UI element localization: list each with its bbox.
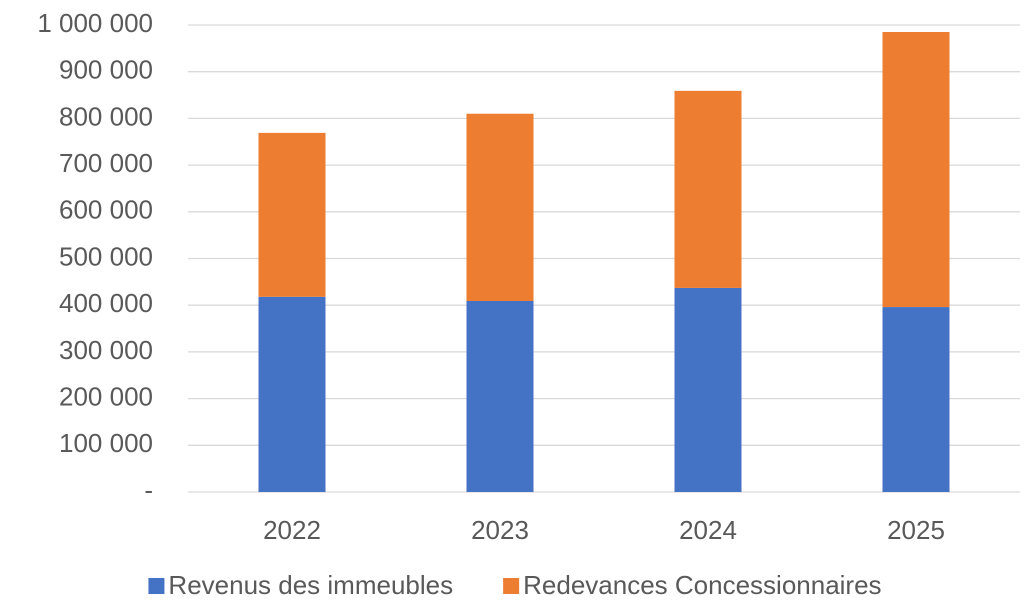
bar-segment (258, 132, 326, 297)
y-tick-label: 200 000 (59, 381, 153, 411)
bar-segment (466, 113, 534, 301)
legend-label: Revenus des immeubles (168, 570, 453, 600)
y-tick-label: 800 000 (59, 101, 153, 131)
bar-segment (882, 307, 950, 492)
y-tick-label: 100 000 (59, 428, 153, 458)
y-tick-label: 600 000 (59, 195, 153, 225)
bar-segment (674, 287, 742, 492)
y-tick-label: 700 000 (59, 148, 153, 178)
legend-swatch (148, 578, 165, 594)
x-tick-label: 2023 (471, 515, 529, 545)
x-tick-label: 2022 (263, 515, 321, 545)
x-tick-label: 2024 (679, 515, 737, 545)
y-tick-label: 500 000 (59, 241, 153, 271)
bar-segment (882, 32, 950, 308)
bar-segment (466, 300, 534, 492)
bar-segment (258, 296, 326, 492)
legend-label: Redevances Concessionnaires (523, 570, 881, 600)
y-tick-label: - (144, 475, 153, 505)
y-tick-label: 1 000 000 (37, 8, 153, 38)
y-tick-label: 400 000 (59, 288, 153, 318)
bar-segment (674, 90, 742, 288)
y-tick-label: 900 000 (59, 55, 153, 85)
y-tick-label: 300 000 (59, 335, 153, 365)
legend-swatch (503, 578, 520, 594)
x-tick-label: 2025 (887, 515, 945, 545)
